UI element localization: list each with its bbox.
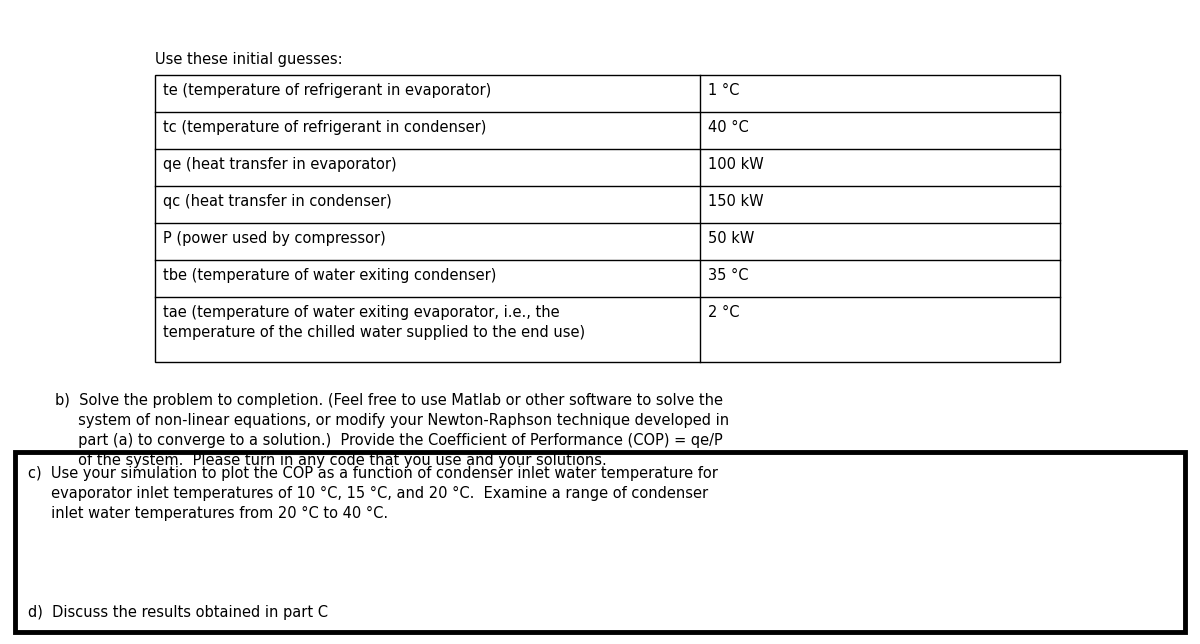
Text: 50 kW: 50 kW: [708, 231, 755, 246]
Text: tc (temperature of refrigerant in condenser): tc (temperature of refrigerant in conden…: [163, 120, 486, 135]
Text: 2 °C: 2 °C: [708, 305, 739, 320]
Text: tae (temperature of water exiting evaporator, i.e., the
temperature of the chill: tae (temperature of water exiting evapor…: [163, 305, 586, 340]
Text: of the system.  Please turn in any code that you use and your solutions.: of the system. Please turn in any code t…: [55, 453, 607, 468]
Text: 150 kW: 150 kW: [708, 194, 763, 209]
Bar: [14, 452, 1186, 632]
Text: 1 °C: 1 °C: [708, 83, 739, 98]
Text: evaporator inlet temperatures of 10 °C, 15 °C, and 20 °C.  Examine a range of co: evaporator inlet temperatures of 10 °C, …: [28, 486, 708, 501]
Text: b)  Solve the problem to completion. (Feel free to use Matlab or other software : b) Solve the problem to completion. (Fee…: [55, 393, 722, 408]
Text: P (power used by compressor): P (power used by compressor): [163, 231, 385, 246]
Text: qc (heat transfer in condenser): qc (heat transfer in condenser): [163, 194, 391, 209]
Text: part (a) to converge to a solution.)  Provide the Coefficient of Performance (CO: part (a) to converge to a solution.) Pro…: [55, 433, 722, 448]
Text: 35 °C: 35 °C: [708, 268, 749, 283]
Text: d)  Discuss the results obtained in part C: d) Discuss the results obtained in part …: [28, 605, 328, 620]
Text: qe (heat transfer in evaporator): qe (heat transfer in evaporator): [163, 157, 397, 172]
Text: Use these initial guesses:: Use these initial guesses:: [155, 52, 343, 67]
Text: 100 kW: 100 kW: [708, 157, 763, 172]
Text: 40 °C: 40 °C: [708, 120, 749, 135]
Text: te (temperature of refrigerant in evaporator): te (temperature of refrigerant in evapor…: [163, 83, 491, 98]
Text: system of non-linear equations, or modify your Newton-Raphson technique develope: system of non-linear equations, or modif…: [55, 413, 730, 428]
Text: inlet water temperatures from 20 °C to 40 °C.: inlet water temperatures from 20 °C to 4…: [28, 506, 388, 521]
Text: c)  Use your simulation to plot the COP as a function of condenser inlet water t: c) Use your simulation to plot the COP a…: [28, 466, 718, 481]
Text: tbe (temperature of water exiting condenser): tbe (temperature of water exiting conden…: [163, 268, 497, 283]
Bar: [155, 75, 1060, 362]
